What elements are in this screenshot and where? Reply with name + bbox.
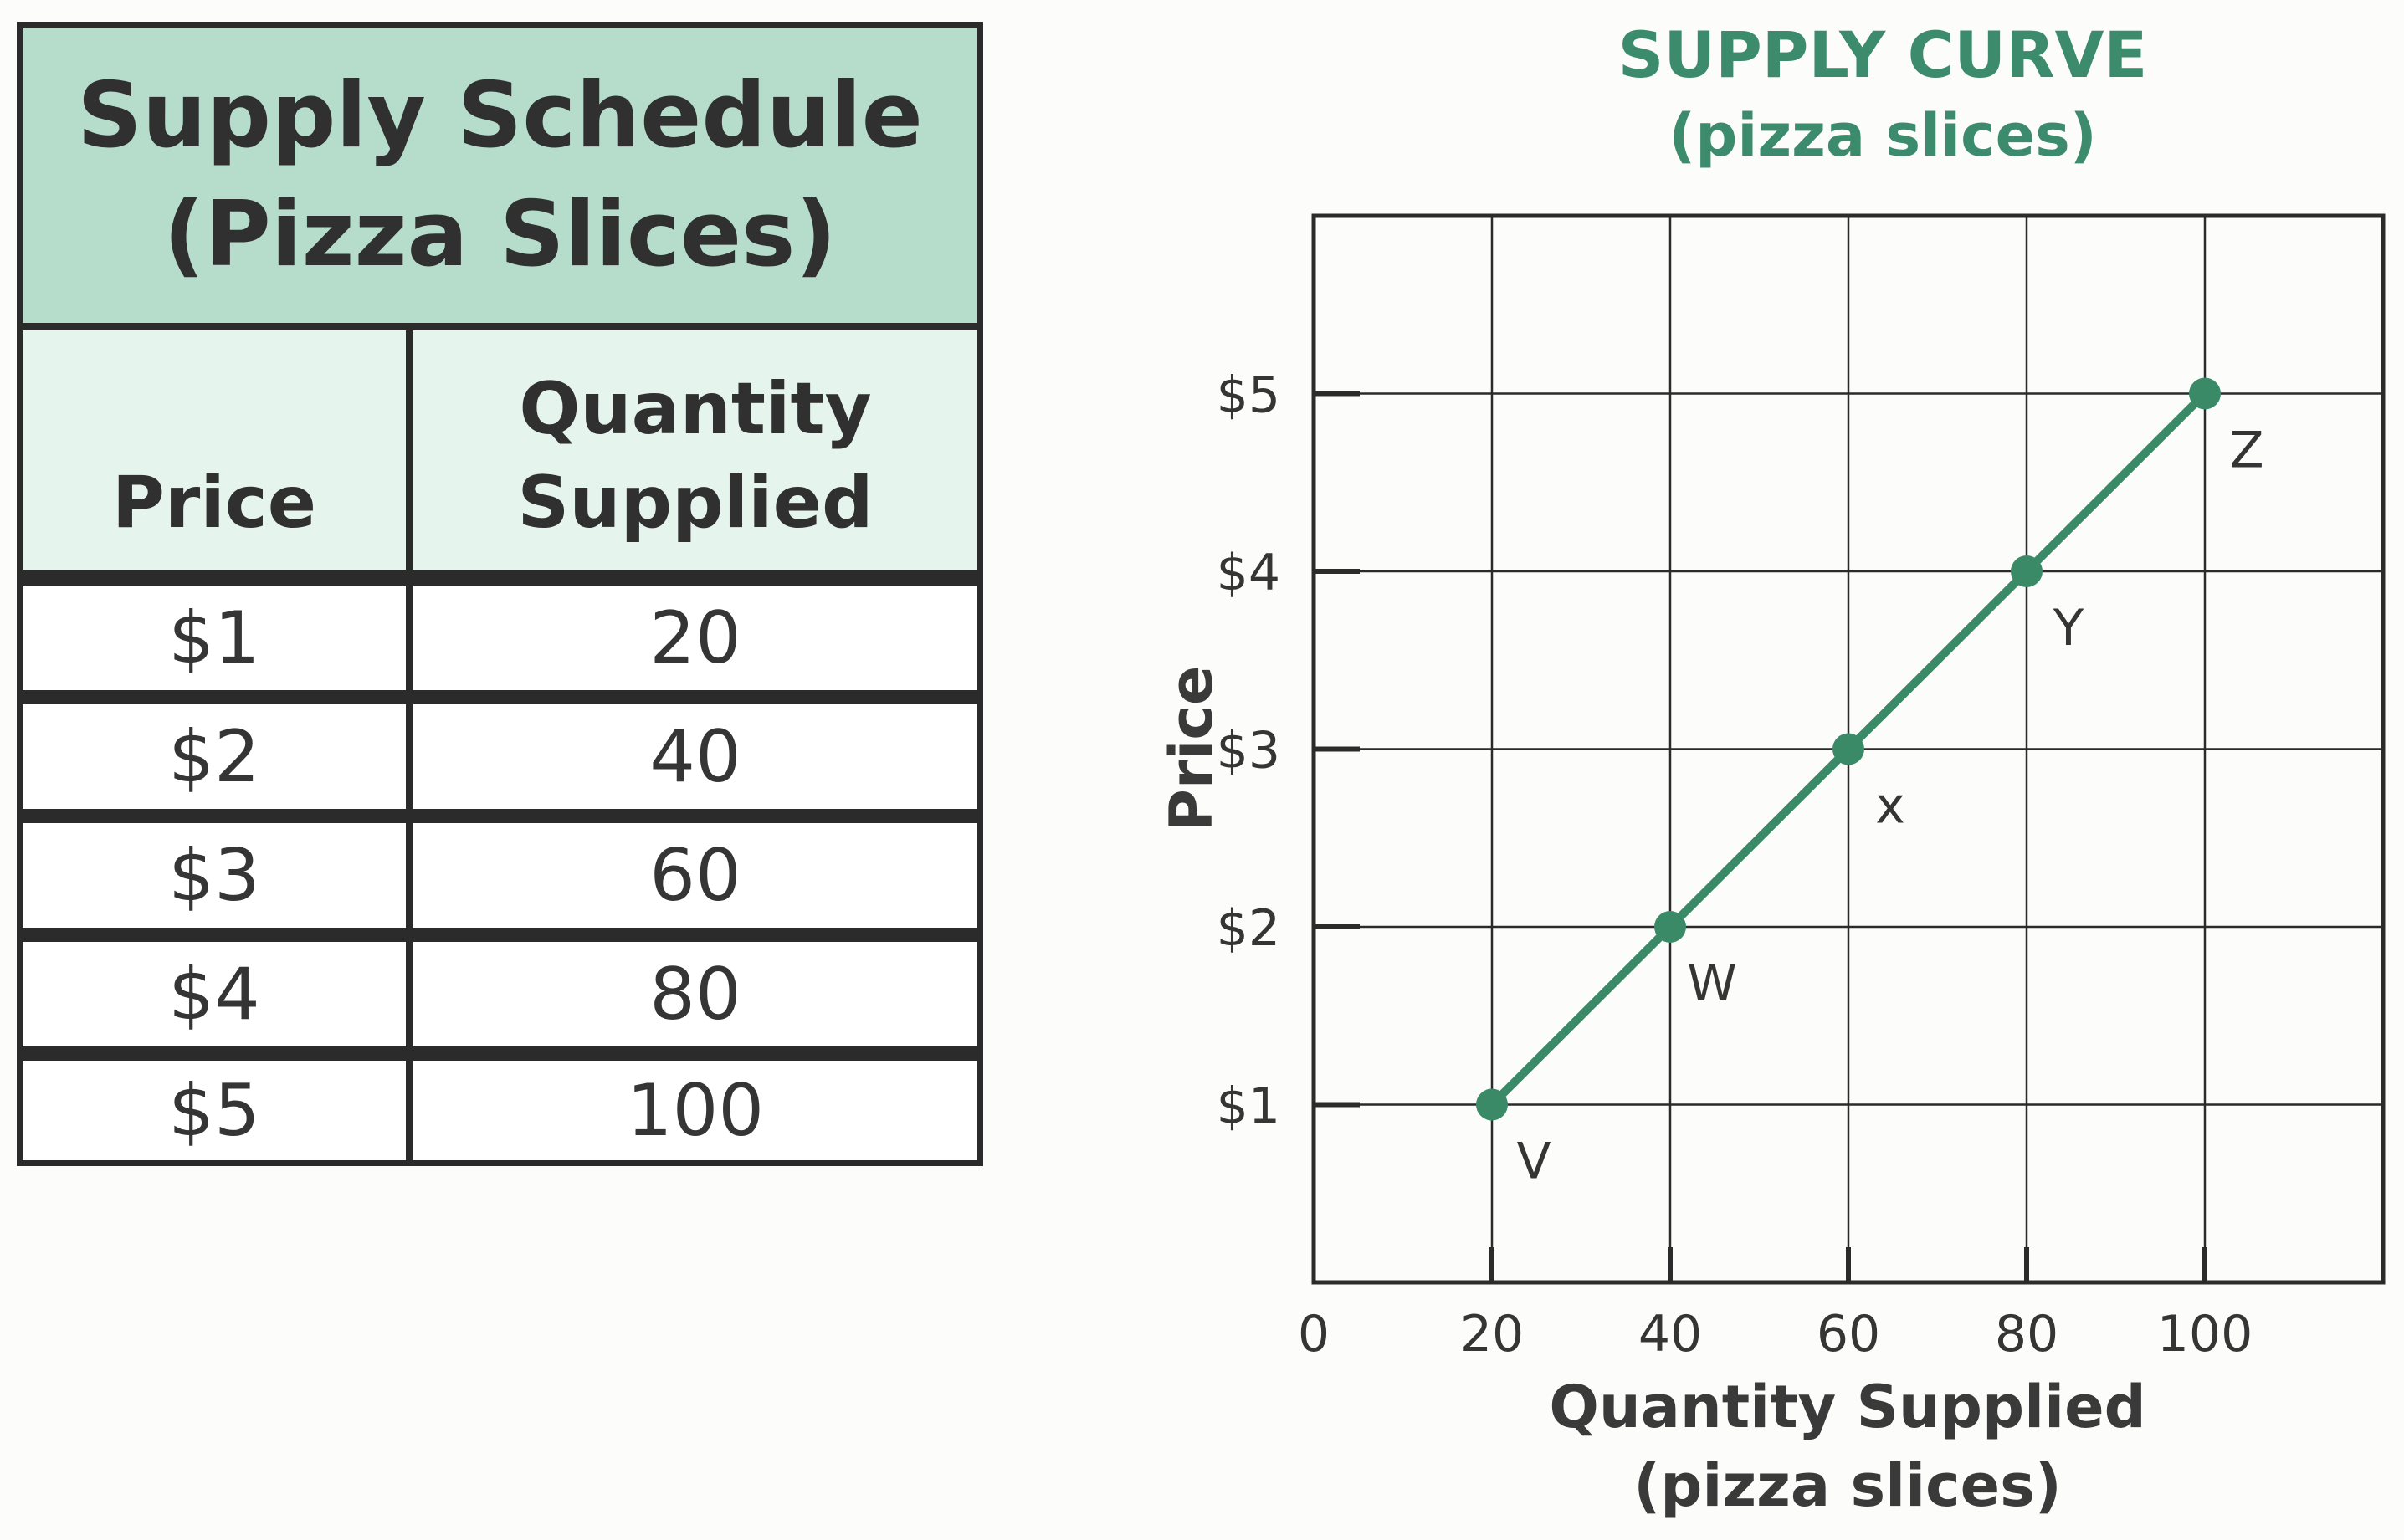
x-tick-label: 0 xyxy=(1298,1305,1330,1363)
data-point-x xyxy=(1832,733,1864,765)
price-column-label: Price xyxy=(111,461,317,545)
price-cell: $2 xyxy=(23,704,406,809)
quantity-column-label-line1: Quantity xyxy=(519,367,872,451)
data-point-V xyxy=(1476,1088,1508,1121)
price-cell: $4 xyxy=(23,942,406,1046)
y-tick-label: $1 xyxy=(1217,1077,1280,1136)
y-tick-label: $3 xyxy=(1217,722,1280,780)
x-axis-subtitle: (pizza slices) xyxy=(1633,1451,2061,1520)
x-tick-label: 80 xyxy=(1995,1305,2058,1363)
chart-title: SUPPLY CURVE (pizza slices) xyxy=(1489,15,2276,176)
quantity-cell: 100 xyxy=(413,1061,977,1160)
supply-schedule-table: Supply Schedule (Pizza Slices) Price Qua… xyxy=(17,22,983,1166)
quantity-cell: 80 xyxy=(413,942,977,1046)
x-tick-label: 40 xyxy=(1638,1305,1702,1363)
y-tick-label: $4 xyxy=(1217,544,1280,602)
point-label-V: V xyxy=(1516,1133,1551,1191)
y-tick-label: $5 xyxy=(1217,366,1280,425)
data-point-W xyxy=(1654,911,1686,943)
price-cell: $1 xyxy=(23,586,406,690)
data-point-Y xyxy=(2011,555,2043,587)
price-cell: $3 xyxy=(23,823,406,928)
y-tick-label: $2 xyxy=(1217,899,1280,958)
table-title-line1: Supply Schedule xyxy=(77,63,923,168)
quantity-cell: 40 xyxy=(413,704,977,809)
x-tick-label: 100 xyxy=(2157,1305,2253,1363)
chart-title-main: SUPPLY CURVE xyxy=(1617,18,2148,92)
table-title: Supply Schedule (Pizza Slices) xyxy=(23,28,977,323)
table-title-line2: (Pizza Slices) xyxy=(163,182,837,287)
y-axis-title: Price xyxy=(1157,666,1226,832)
data-point-Z xyxy=(2189,377,2221,410)
chart-subtitle: (pizza slices) xyxy=(1668,101,2097,170)
x-tick-label: 20 xyxy=(1460,1305,1524,1363)
point-label-Y: Y xyxy=(2053,599,2084,657)
price-cell: $5 xyxy=(23,1061,406,1160)
price-column-header: Price xyxy=(23,330,406,570)
point-label-x: x xyxy=(1875,777,1905,836)
x-axis-title: Quantity Supplied xyxy=(1549,1373,2145,1441)
quantity-cell: 20 xyxy=(413,586,977,690)
quantity-column-header: Quantity Supplied xyxy=(413,330,977,570)
point-label-Z: Z xyxy=(2229,422,2263,480)
x-tick-label: 60 xyxy=(1817,1305,1880,1363)
point-label-W: W xyxy=(1687,954,1736,1013)
quantity-cell: 60 xyxy=(413,823,977,928)
quantity-column-label-line2: Supplied xyxy=(517,461,874,545)
